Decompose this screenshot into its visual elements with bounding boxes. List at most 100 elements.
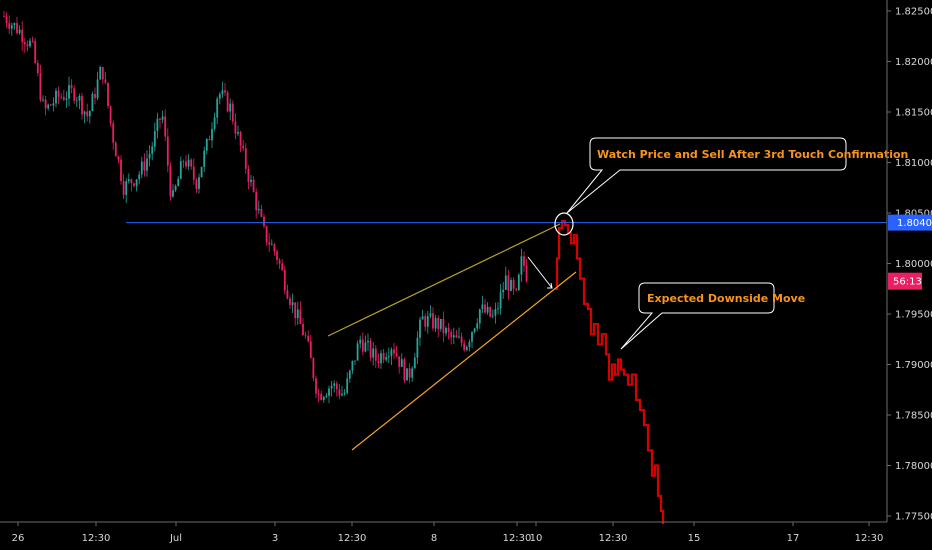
candle-body xyxy=(447,328,450,332)
candle-body xyxy=(75,100,78,102)
candle-body xyxy=(164,116,167,137)
candle-body xyxy=(146,158,148,171)
candle-body xyxy=(8,23,11,29)
x-tick-label: 8 xyxy=(431,533,437,544)
x-tick-label: 17 xyxy=(787,533,800,544)
candle-body xyxy=(172,190,174,197)
candle-body xyxy=(328,388,330,396)
candle-body xyxy=(57,90,60,97)
candle-body xyxy=(13,23,16,26)
candle-body xyxy=(512,279,515,289)
candle-body xyxy=(91,93,94,112)
candle-body xyxy=(148,153,151,159)
candle-body xyxy=(257,208,260,211)
candle-body xyxy=(166,136,169,166)
candle-body xyxy=(333,383,336,386)
candle-body xyxy=(65,98,68,100)
x-tick-label: Jul xyxy=(169,533,182,544)
candle-body xyxy=(86,111,89,117)
candle-body xyxy=(104,79,107,83)
candle-body xyxy=(39,73,42,100)
candle-body xyxy=(299,309,302,324)
y-tick-label: 1.79500 xyxy=(895,310,932,321)
candle-body xyxy=(153,131,156,147)
candle-body xyxy=(70,85,73,89)
candle-body xyxy=(458,336,460,338)
candle-body xyxy=(156,118,159,132)
candle-body xyxy=(174,186,177,191)
candle-body xyxy=(478,309,481,324)
candle-body xyxy=(372,348,375,358)
arrow-head xyxy=(547,282,553,289)
candle-body xyxy=(361,339,364,352)
candle-body xyxy=(307,335,310,342)
candle-body xyxy=(208,139,211,141)
candle-body xyxy=(239,131,242,146)
candle-body xyxy=(343,392,346,394)
candle-body xyxy=(52,103,55,106)
candle-body xyxy=(101,67,104,80)
callout-downside-move: Expected Downside Move xyxy=(620,282,805,350)
candle-body xyxy=(242,145,245,149)
candle-body xyxy=(42,99,44,101)
callout-sell-confirmation: Watch Price and Sell After 3rd Touch Con… xyxy=(566,137,908,214)
candle-body xyxy=(252,179,255,192)
candle-body xyxy=(395,353,398,357)
candle-body xyxy=(289,298,291,306)
candle-body xyxy=(426,316,429,327)
y-axis-ticks: 1.82500 1.82000 1.81500 1.81000 1.80500 1.800… xyxy=(887,7,932,523)
candle-body xyxy=(31,40,34,42)
candle-body xyxy=(452,335,455,338)
candle-body xyxy=(226,92,229,112)
x-tick-label: 26 xyxy=(12,533,25,544)
candle-body xyxy=(442,318,445,334)
candle-body xyxy=(47,104,50,109)
candle-body xyxy=(3,16,5,17)
candle-body xyxy=(400,359,403,367)
candle-body xyxy=(437,317,440,329)
candle-body xyxy=(398,356,401,367)
candle-body xyxy=(107,82,109,107)
candle-body xyxy=(278,260,281,264)
candle-body xyxy=(109,106,112,124)
candle-body xyxy=(159,118,161,120)
candle-body xyxy=(187,159,190,167)
candle-body xyxy=(486,306,489,313)
candlestick-series xyxy=(3,10,528,404)
countdown-label: 56:13 xyxy=(888,272,922,290)
candle-body xyxy=(359,339,362,344)
candle-body xyxy=(122,180,125,195)
candle-body xyxy=(520,256,523,275)
candle-body xyxy=(429,313,432,317)
candle-body xyxy=(120,159,122,181)
x-tick-label: 12:30 xyxy=(855,533,884,544)
candle-body xyxy=(302,323,304,336)
candle-body xyxy=(29,40,31,47)
candle-body xyxy=(151,146,154,154)
candle-body xyxy=(312,358,315,379)
candle-body xyxy=(374,348,377,361)
candle-body xyxy=(450,331,453,338)
candle-body xyxy=(218,94,221,99)
candle-body xyxy=(34,40,37,64)
candle-body xyxy=(5,16,8,24)
candle-body xyxy=(237,131,239,134)
candle-body xyxy=(10,25,13,29)
x-tick-label: 10 xyxy=(530,533,543,544)
callout-sell-confirmation-text: Watch Price and Sell After 3rd Touch Con… xyxy=(597,148,908,161)
candle-body xyxy=(198,177,200,189)
y-tick-label: 1.77500 xyxy=(895,512,932,523)
candle-body xyxy=(135,179,138,186)
candle-body xyxy=(434,317,437,329)
candle-body xyxy=(463,343,466,351)
candle-body xyxy=(499,292,502,309)
candle-body xyxy=(489,306,492,317)
candle-body xyxy=(416,337,419,358)
candle-body xyxy=(481,304,484,310)
candle-body xyxy=(335,383,338,390)
y-tick-label: 1.78000 xyxy=(895,461,932,472)
candle-body xyxy=(221,90,224,95)
